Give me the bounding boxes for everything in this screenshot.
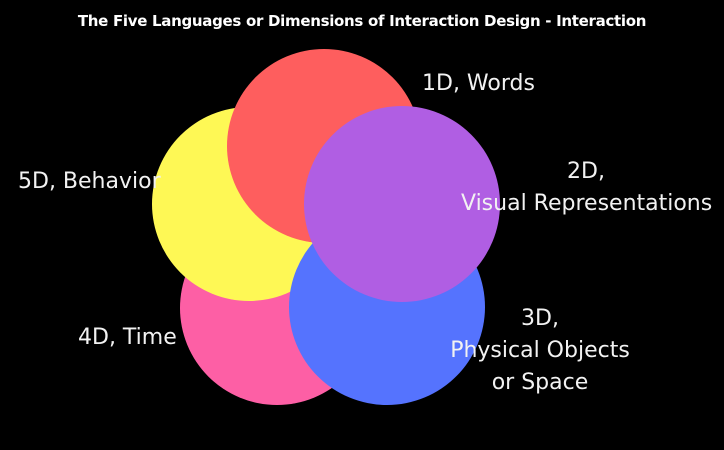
label-5d-behavior: 5D, Behavior (18, 169, 161, 194)
label-2d-visual: 2D, Visual Representations (461, 159, 713, 216)
label-4d-time: 4D, Time (78, 325, 177, 350)
label-3d-physical: 3D, Physical Objects or Space (450, 306, 630, 395)
label-1d-words: 1D, Words (422, 71, 535, 96)
circle-2d-visual (304, 106, 500, 302)
diagram-title: The Five Languages or Dimensions of Inte… (77, 12, 647, 30)
